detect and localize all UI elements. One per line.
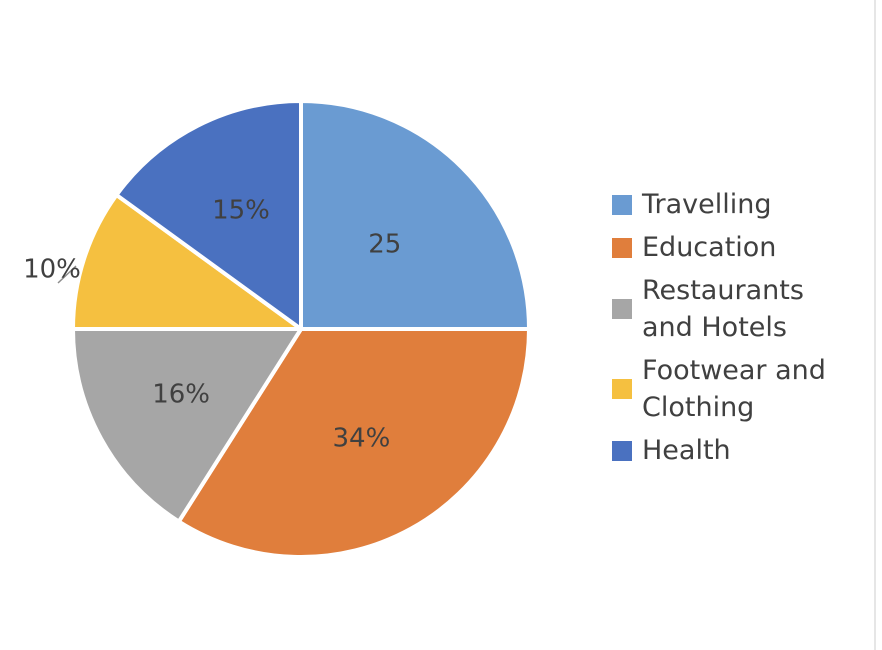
- legend-item-travelling: Travelling: [612, 186, 872, 223]
- data-label-restaurants-and-hotels: 16%: [152, 379, 210, 409]
- data-label-education: 34%: [333, 423, 391, 453]
- legend-label-line: Travelling: [642, 189, 772, 220]
- legend: Travelling Education Restaurants and Hotels…: [612, 186, 872, 475]
- legend-swatch: [612, 379, 632, 399]
- legend-swatch: [612, 237, 632, 258]
- legend-label-line: Clothing: [642, 392, 755, 423]
- legend-label-line: and Hotels: [642, 312, 787, 343]
- legend-swatch: [612, 194, 632, 215]
- legend-label-line: Footwear and: [642, 355, 826, 386]
- pie-slice-footwear-and-clothing: [71, 192, 303, 331]
- legend-label: Education: [642, 229, 776, 266]
- data-label-travelling: 25: [368, 230, 401, 260]
- legend-item-restaurants-and-hotels: Restaurants and Hotels: [612, 272, 872, 346]
- data-label-health: 15%: [212, 196, 270, 226]
- legend-label: Health: [642, 432, 731, 469]
- pie-slices: [71, 99, 531, 559]
- leader-line-footwear-and-clothing: [57, 265, 77, 284]
- pie-slice-restaurants-and-hotels: [71, 327, 303, 524]
- legend-label: Travelling: [642, 186, 772, 223]
- legend-item-footwear-and-clothing: Footwear and Clothing: [612, 352, 872, 426]
- pie-slice-travelling: [299, 99, 531, 331]
- legend-label-line: Health: [642, 435, 731, 466]
- legend-label: Restaurants and Hotels: [642, 272, 804, 346]
- pie-labels: 25 34% 16% 10% 15%: [23, 196, 401, 454]
- legend-swatch: [612, 299, 632, 319]
- data-label-footwear-and-clothing: 10%: [23, 255, 81, 285]
- frame-edge: [874, 0, 876, 650]
- pie-slice-health: [114, 99, 303, 331]
- legend-item-health: Health: [612, 432, 872, 469]
- legend-swatch: [612, 440, 632, 461]
- legend-item-education: Education: [612, 229, 872, 266]
- legend-label: Footwear and Clothing: [642, 352, 826, 426]
- legend-label-line: Education: [642, 232, 777, 263]
- legend-label-line: Restaurants: [642, 275, 804, 306]
